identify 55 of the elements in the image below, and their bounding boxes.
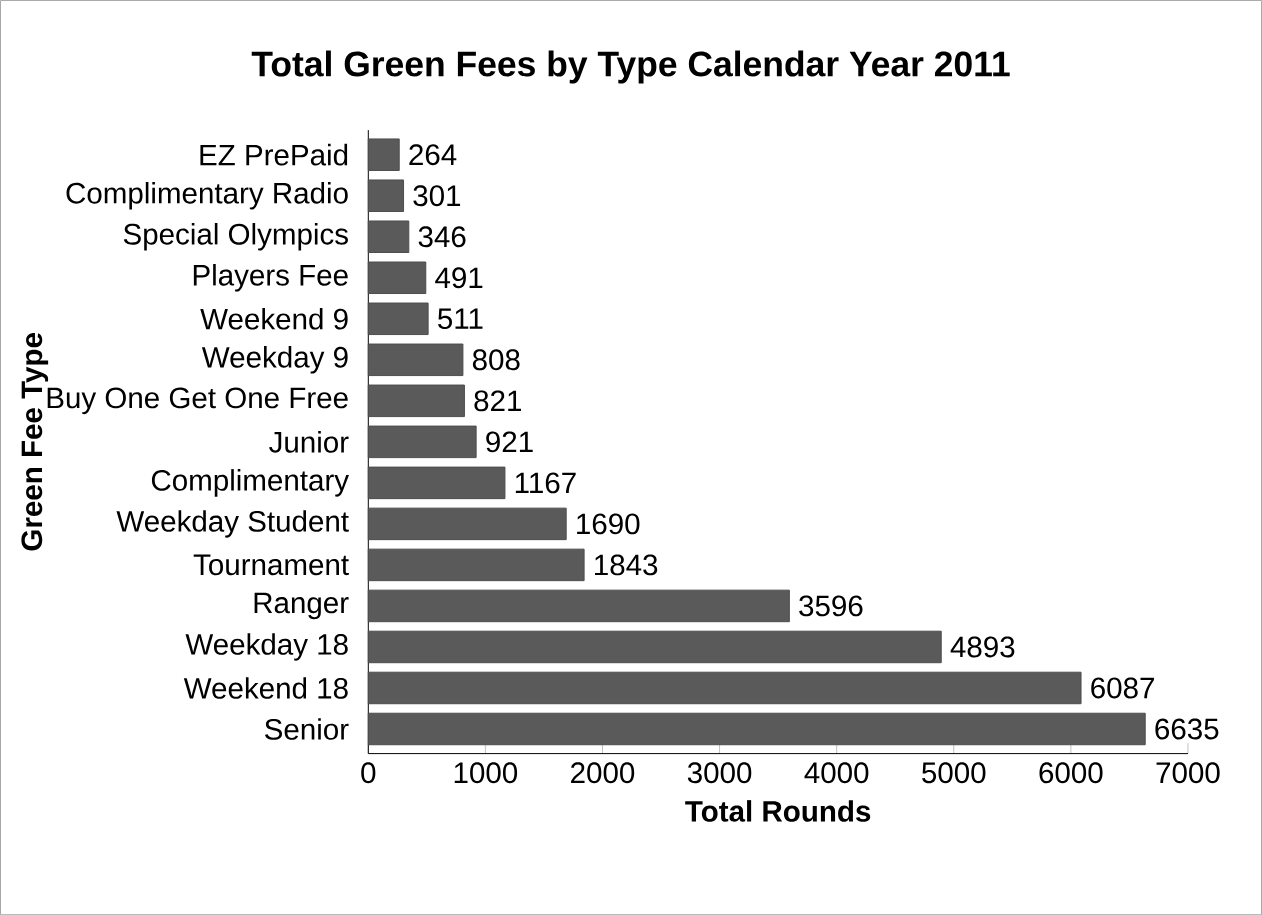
y-tick-label: Ranger [254, 592, 349, 620]
x-tick-label: 1000 [454, 762, 518, 784]
bar [367, 589, 790, 623]
y-tick-label: Weekend 18 [183, 677, 348, 699]
data-label: 346 [418, 226, 466, 248]
data-label: 3596 [799, 595, 863, 617]
x-tick-label: 2000 [571, 762, 635, 784]
bar [367, 261, 427, 294]
x-tick-label: 0 [361, 762, 376, 784]
y-tick-label: Weekend 9 [200, 307, 348, 330]
data-label: 1167 [515, 472, 576, 494]
y-tick-label: Special Olympics [123, 222, 348, 251]
data-label: 1843 [595, 554, 658, 576]
y-tick-label: Weekday 9 [201, 345, 348, 374]
y-tick-label: Complimentary [151, 469, 349, 497]
bar [367, 302, 429, 335]
bar [367, 425, 477, 458]
data-label: 6635 [1155, 718, 1219, 740]
data-label: 821 [474, 390, 521, 412]
data-label: 301 [413, 185, 461, 207]
data-label: 1690 [577, 513, 640, 535]
x-tick-label: 3000 [687, 762, 752, 784]
bar [367, 712, 1146, 746]
data-label: 264 [409, 144, 457, 166]
bar [367, 507, 567, 541]
bar [367, 138, 400, 171]
bar [367, 384, 465, 417]
y-tick-label: Players Fee [193, 263, 348, 292]
y-tick-label: Senior [265, 718, 349, 740]
data-label: 4893 [950, 636, 1015, 658]
bar [367, 343, 464, 376]
x-tick-label: 4000 [804, 762, 869, 784]
y-tick-label: Complimentary Radio [66, 181, 348, 210]
x-tick-label: 7000 [1156, 762, 1220, 784]
data-label: 511 [438, 308, 483, 329]
y-tick-label: Weekday Student [116, 510, 349, 538]
data-label: 491 [435, 267, 483, 289]
bar [367, 466, 506, 500]
data-label: 808 [472, 349, 520, 371]
y-tick-label: EZ PrePaid [200, 143, 348, 166]
bar [367, 630, 942, 664]
x-axis-title: Total Rounds [685, 800, 871, 822]
y-tick-label: Tournament [193, 554, 349, 576]
x-tick-label: 6000 [1039, 762, 1103, 784]
chart-title: Total Green Fees by Type Calendar Year 2011 [251, 50, 1010, 84]
bar [367, 179, 405, 212]
y-tick-label: Buy One Get One Free [47, 387, 348, 415]
bar [367, 548, 585, 582]
bar [367, 671, 1082, 705]
data-label: 921 [486, 431, 533, 453]
y-tick-label: Weekday 18 [185, 633, 348, 661]
data-label: 6087 [1091, 677, 1154, 699]
bar [367, 220, 410, 253]
x-tick-label: 5000 [922, 762, 986, 784]
y-tick-label: Junior [269, 430, 349, 453]
